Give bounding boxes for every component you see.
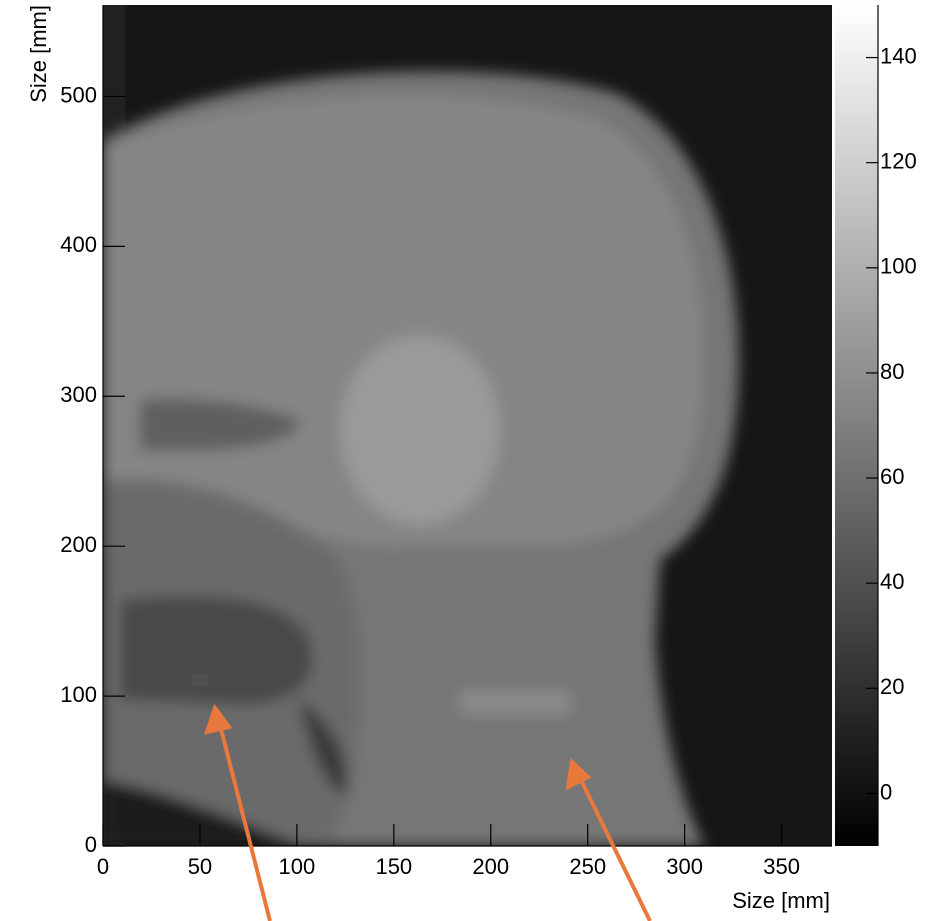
y-tick-label: 500 xyxy=(60,82,97,107)
colorbar xyxy=(835,5,878,846)
chart: Size [mm] Size [mm] 05010015020025030035… xyxy=(0,0,952,921)
colorbar-tick-label: 0 xyxy=(880,779,892,804)
y-tick-label: 400 xyxy=(60,232,97,257)
y-tick-label: 300 xyxy=(60,382,97,407)
colorbar-tick-label: 40 xyxy=(880,569,904,594)
page: Size [mm] Size [mm] 05010015020025030035… xyxy=(0,0,952,921)
colorbar-tick-label: 140 xyxy=(880,43,917,68)
x-tick-label: 350 xyxy=(763,854,800,879)
x-tick-label: 200 xyxy=(472,854,509,879)
x-tick-label: 50 xyxy=(188,854,212,879)
y-tick-label: 100 xyxy=(60,682,97,707)
colorbar-tick-label: 120 xyxy=(880,149,917,174)
x-tick-label: 100 xyxy=(279,854,316,879)
colorbar-tick-label: 80 xyxy=(880,359,904,384)
y-axis-title: Size [mm] xyxy=(26,5,51,103)
x-tick-label: 300 xyxy=(666,854,703,879)
y-tick-label: 200 xyxy=(60,532,97,557)
x-tick-label: 150 xyxy=(375,854,412,879)
colorbar-tick-label: 20 xyxy=(880,674,904,699)
x-tick-label: 0 xyxy=(97,854,109,879)
colorbar-tick-label: 100 xyxy=(880,254,917,279)
x-axis-title: Size [mm] xyxy=(732,888,830,913)
colorbar-tick-label: 60 xyxy=(880,464,904,489)
x-tick-label: 250 xyxy=(569,854,606,879)
y-tick-label: 0 xyxy=(85,832,97,857)
